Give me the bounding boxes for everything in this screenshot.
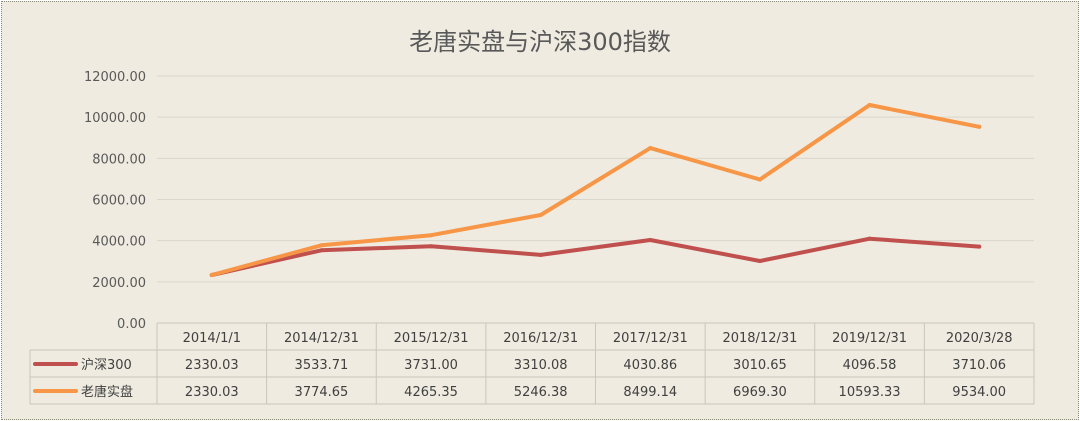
- data-point: [977, 124, 982, 129]
- data-table-cell: 5246.38: [514, 385, 568, 400]
- x-tick-label: 2014/12/31: [284, 331, 359, 346]
- data-table-cell: 2330.03: [185, 385, 239, 400]
- legend-label: 老唐实盘: [81, 384, 133, 400]
- x-tick-label: 2019/12/31: [832, 331, 907, 346]
- data-point: [429, 244, 434, 249]
- data-table-cell: 3710.06: [952, 358, 1006, 373]
- series-line-laotang: [209, 103, 982, 277]
- y-tick-label: 2000.00: [92, 276, 146, 291]
- data-point: [538, 252, 543, 257]
- data-table-cell: 3010.65: [733, 358, 787, 373]
- x-tick-label: 2017/12/31: [613, 331, 688, 346]
- y-tick-label: 6000.00: [92, 194, 146, 209]
- data-point: [429, 233, 434, 238]
- data-table-cell: 3731.00: [404, 358, 458, 373]
- data-table-cell: 9534.00: [952, 385, 1006, 400]
- data-table-cell: 3533.71: [295, 358, 349, 373]
- x-tick-label: 2016/12/31: [503, 331, 578, 346]
- data-point: [648, 238, 653, 243]
- y-tick-label: 10000.00: [84, 111, 146, 126]
- data-table-cell: 10593.33: [839, 385, 901, 400]
- data-table-cell: 6969.30: [733, 385, 787, 400]
- x-tick-label: 2015/12/31: [394, 331, 469, 346]
- legend-label: 沪深300: [81, 357, 132, 373]
- data-point: [538, 213, 543, 218]
- data-table-cell: 2330.03: [185, 358, 239, 373]
- y-tick-label: 12000.00: [84, 70, 146, 85]
- x-tick-label: 2018/12/31: [722, 331, 797, 346]
- data-point: [977, 244, 982, 249]
- y-tick-label: 8000.00: [92, 152, 146, 167]
- data-table-cell: 4265.35: [404, 385, 458, 400]
- data-table-cell: 8499.14: [623, 385, 677, 400]
- y-tick-label: 0.00: [117, 317, 146, 332]
- y-tick-label: 4000.00: [92, 235, 146, 250]
- data-point: [209, 273, 214, 278]
- data-point: [867, 236, 872, 241]
- data-table-cell: 3310.08: [514, 358, 568, 373]
- x-tick-label: 2020/3/28: [946, 331, 1013, 346]
- data-point: [319, 248, 324, 253]
- data-table-cell: 4096.58: [843, 358, 897, 373]
- data-point: [648, 146, 653, 151]
- data-point: [757, 177, 762, 182]
- data-table-cell: 3774.65: [295, 385, 349, 400]
- chart-title: 老唐实盘与沪深300指数: [409, 28, 671, 56]
- series-line-hs300: [209, 236, 982, 277]
- data-point: [867, 102, 872, 107]
- data-point: [319, 243, 324, 248]
- data-table-cell: 4030.86: [623, 358, 677, 373]
- x-tick-label: 2014/1/1: [183, 331, 241, 346]
- data-point: [757, 259, 762, 264]
